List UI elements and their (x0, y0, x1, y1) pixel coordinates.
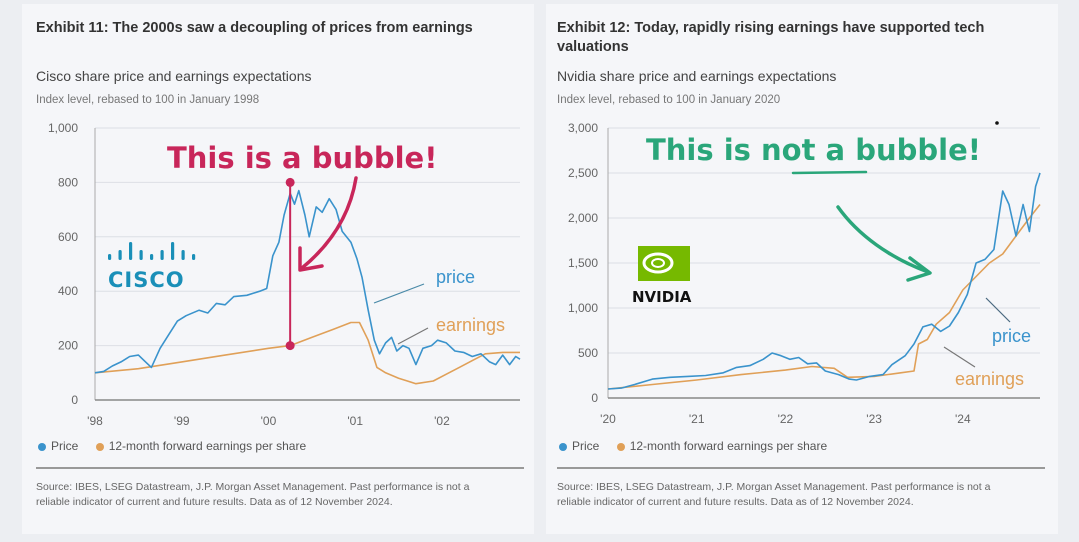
cisco-logo-bar (118, 250, 122, 260)
y-tick-label: 600 (58, 230, 78, 244)
x-tick-label: '23 (866, 412, 882, 426)
legend-earnings-label: 12-month forward earnings per share (629, 439, 828, 453)
bubble-arrow (300, 176, 358, 270)
legend: Price 12-month forward earnings per shar… (38, 439, 320, 453)
panel-nvidia (546, 4, 1058, 534)
chart-title: Exhibit 12: Today, rapidly rising earnin… (557, 20, 985, 55)
stray-mark (995, 121, 999, 125)
cisco-logo-bar (181, 250, 185, 260)
legend-price-label: Price (572, 439, 600, 453)
bubble-bottom-marker (285, 341, 295, 351)
price-label: price (992, 326, 1031, 346)
divider (36, 467, 524, 469)
earnings-label: earnings (436, 315, 505, 335)
not-underline (791, 170, 868, 175)
earnings-line (94, 321, 520, 385)
not-bubble-arrow (836, 205, 930, 274)
legend-price: Price (38, 439, 78, 453)
y-tick-label: 1,000 (568, 301, 598, 315)
bubble-arrow-head (298, 246, 324, 272)
nvidia-logo-swirl (642, 252, 674, 274)
x-tick-label: '00 (261, 414, 277, 428)
nvidia-logo-swirl (651, 258, 665, 268)
earnings-dot-icon (616, 442, 625, 451)
earnings-label: earnings (955, 369, 1024, 389)
x-tick-label: '21 (689, 412, 705, 426)
panel-cisco (22, 4, 534, 534)
source-note: Source: IBES, LSEG Datastream, J.P. Morg… (557, 481, 991, 508)
bubble-annotation: This is a bubble! (167, 141, 437, 175)
not-bubble-annotation: This is not a bubble! (646, 133, 981, 167)
y-tick-label: 2,500 (568, 166, 598, 180)
cisco-logo-bar (150, 254, 154, 260)
y-tick-label: 500 (578, 346, 598, 360)
bubble-top-marker (285, 177, 295, 187)
legend-price-label: Price (51, 439, 79, 453)
legend: Price 12-month forward earnings per shar… (559, 439, 841, 453)
earnings-line (607, 204, 1041, 390)
y-tick-label: 800 (58, 175, 78, 189)
price-label: price (436, 267, 475, 287)
y-tick-label: 1,000 (48, 121, 78, 135)
cisco-logo-bar (192, 254, 196, 260)
x-tick-label: '20 (600, 412, 616, 426)
legend-earnings-label: 12-month forward earnings per share (108, 439, 307, 453)
legend-earnings: 12-month forward earnings per share (95, 439, 307, 453)
x-tick-label: '22 (778, 412, 794, 426)
x-tick-label: '02 (434, 414, 450, 428)
x-tick-label: '99 (174, 414, 190, 428)
nvidia-logo: NVIDIA (632, 288, 692, 306)
chart-subtitle: Cisco share price and earnings expectati… (36, 68, 312, 84)
cisco-logo-bar (139, 250, 143, 260)
chart-title: Exhibit 11: The 2000s saw a decoupling o… (36, 20, 473, 36)
x-tick-label: '98 (87, 414, 103, 428)
legend-earnings: 12-month forward earnings per share (616, 439, 828, 453)
x-tick-label: '24 (955, 412, 971, 426)
divider (557, 467, 1045, 469)
x-tick-label: '01 (347, 414, 363, 428)
price-leader-line (985, 297, 1011, 323)
source-note: Source: IBES, LSEG Datastream, J.P. Morg… (36, 481, 470, 508)
cisco-logo-bar (160, 250, 164, 260)
y-tick-label: 1,500 (568, 256, 598, 270)
cisco-logo-bar (171, 242, 175, 260)
earnings-leader-line (397, 327, 429, 345)
y-tick-label: 0 (71, 393, 78, 407)
y-axis-label: Index level, rebased to 100 in January 1… (36, 94, 260, 106)
price-line (94, 189, 521, 374)
y-tick-label: 2,000 (568, 211, 598, 225)
earnings-dot-icon (95, 442, 104, 451)
price-dot-icon (559, 442, 567, 451)
price-leader-line (373, 283, 425, 304)
earnings-leader-line (943, 346, 976, 368)
y-tick-label: 400 (58, 284, 78, 298)
y-axis-label: Index level, rebased to 100 in January 2… (557, 94, 781, 106)
y-tick-label: 200 (58, 339, 78, 353)
y-tick-label: 3,000 (568, 121, 598, 135)
not-bubble-arrow-head (906, 256, 932, 282)
cisco-logo-bar (129, 242, 133, 260)
price-dot-icon (38, 442, 46, 451)
chart-subtitle: Nvidia share price and earnings expectat… (557, 68, 837, 84)
price-line (607, 172, 1041, 390)
cisco-logo: CISCO (108, 268, 185, 292)
cisco-logo-bar (108, 254, 112, 260)
legend-price: Price (559, 439, 599, 453)
y-tick-label: 0 (591, 391, 598, 405)
